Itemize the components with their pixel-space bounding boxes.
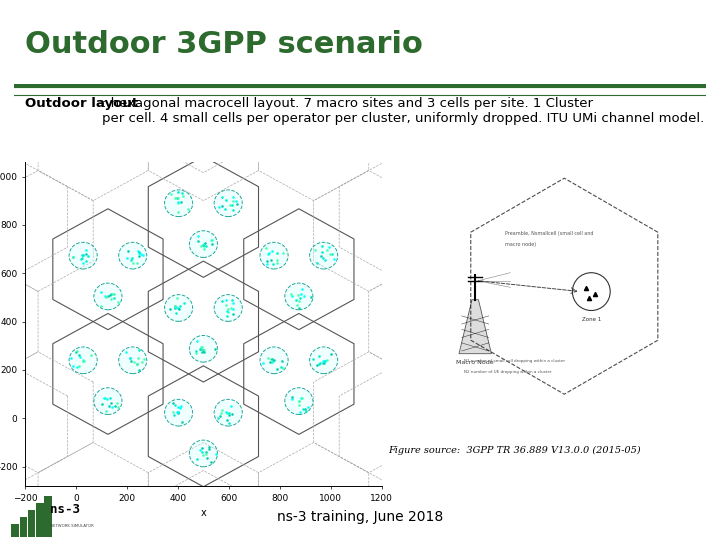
X-axis label: x: x [201,508,206,518]
Text: Macro Node: Macro Node [456,361,494,366]
Circle shape [69,347,97,374]
Circle shape [310,347,338,374]
Circle shape [165,190,192,217]
Circle shape [94,388,122,414]
Circle shape [119,347,147,374]
Circle shape [310,242,338,269]
Bar [45,496,52,537]
Circle shape [69,242,97,269]
Text: ns-3 training, June 2018: ns-3 training, June 2018 [277,510,443,524]
Circle shape [189,440,217,467]
Circle shape [285,283,313,310]
Circle shape [215,400,242,426]
Circle shape [285,388,313,414]
Circle shape [189,335,217,362]
Text: Figure source:  3GPP TR 36.889 V13.0.0 (2015-05): Figure source: 3GPP TR 36.889 V13.0.0 (2… [388,447,641,455]
Text: Outdoor layout: Outdoor layout [25,97,138,110]
Circle shape [119,242,147,269]
Text: N2 number of UE dropping within a cluster: N2 number of UE dropping within a cluste… [464,369,552,374]
Circle shape [165,400,192,426]
Text: NETWORK SIMULATOR: NETWORK SIMULATOR [50,524,94,528]
Circle shape [260,242,288,269]
Bar [19,517,27,537]
Circle shape [260,347,288,374]
Text: macro node): macro node) [505,242,536,247]
Circle shape [189,231,217,258]
Text: Outdoor 3GPP scenario: Outdoor 3GPP scenario [25,30,423,59]
Circle shape [165,295,192,321]
Text: : hexagonal macrocell layout. 7 macro sites and 3 cells per site. 1 Cluster
per : : hexagonal macrocell layout. 7 macro si… [102,97,704,125]
Text: Preamble, Nsmallcell (small cell and: Preamble, Nsmallcell (small cell and [505,231,593,236]
Circle shape [215,190,242,217]
Circle shape [94,283,122,310]
Bar [28,510,35,537]
Circle shape [215,295,242,321]
Text: Zone 1: Zone 1 [582,318,601,322]
Polygon shape [459,300,491,354]
Text: N1 number of small cell dropping within a cluster: N1 number of small cell dropping within … [464,359,565,363]
Bar [36,503,44,537]
Bar [12,524,19,537]
Text: ns-3: ns-3 [50,503,80,516]
